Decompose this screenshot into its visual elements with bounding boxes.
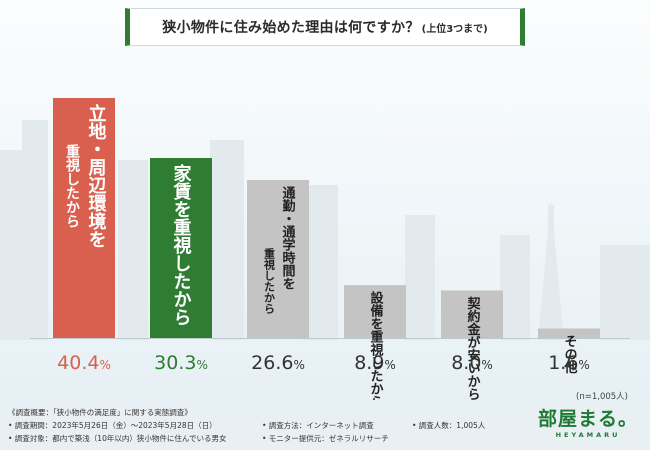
bar-2-value-unit: % xyxy=(196,358,207,372)
bar-6-label: その他 xyxy=(562,334,579,374)
logo-wordmark: 部屋まる。 xyxy=(537,408,638,430)
survey-footer: 《調査概要：「狭小物件の満足度」に関する実態調査》 • 調査期間：2023年5月… xyxy=(0,404,650,450)
brand-logo: 部屋まる。 HEYAMARU xyxy=(533,407,643,447)
bar-2-value: 30.3% xyxy=(154,352,208,374)
bar-1-value-unit: % xyxy=(99,358,110,372)
bar-4-value: 8.9% xyxy=(354,352,396,374)
bars-layer: 立地・周辺環境を重視したから40.4%家賃を重視したから30.3%通勤・通学時間… xyxy=(30,98,630,400)
bar-6-value: 1.6% xyxy=(548,352,590,374)
bar-2-label: 家賃を重視したから xyxy=(171,163,193,326)
bar-3-value-unit: % xyxy=(293,358,304,372)
bar-1-value-number: 40.4 xyxy=(57,352,99,374)
bar-3-sublabel: 重視したから xyxy=(263,247,277,314)
survey-target: • 調査対象：都内で築浅（10年以内）狭小物件に住んでいる男女 xyxy=(8,434,227,443)
logo-subtitle: HEYAMARU xyxy=(555,431,621,439)
survey-overview: 《調査概要：「狭小物件の満足度」に関する実態調査》 xyxy=(8,408,192,417)
bar-4 xyxy=(344,285,406,338)
bar-1 xyxy=(53,98,115,338)
bar-4-label: 設備を重視したから xyxy=(368,291,385,400)
bar-5-value-number: 8.0 xyxy=(451,352,481,374)
survey-method: • 調査方法：インターネット調査 xyxy=(262,421,374,430)
chart-title: 狭小物件に住み始めた理由は何ですか？ xyxy=(162,20,420,36)
bar-2-value-number: 30.3 xyxy=(154,352,196,374)
bar-3-value-number: 26.6 xyxy=(251,352,293,374)
chart-title-box: 狭小物件に住み始めた理由は何ですか？ (上位3つまで) xyxy=(125,8,525,46)
bar-5-value-unit: % xyxy=(481,358,492,372)
bar-4-value-unit: % xyxy=(384,358,395,372)
bar-5 xyxy=(441,290,503,338)
bar-5-value: 8.0% xyxy=(451,352,493,374)
bar-1-value: 40.4% xyxy=(57,352,111,374)
bar-3-label: 通勤・通学時間を xyxy=(280,185,296,290)
bar-3 xyxy=(247,179,309,338)
bar-1-label: 立地・周辺環境を xyxy=(86,103,107,248)
bar-6-value-number: 1.6 xyxy=(548,352,578,374)
survey-provider: • モニター提供元：ゼネラルリサーチ xyxy=(262,434,389,443)
survey-respondents: • 調査人数：1,005人 xyxy=(412,421,486,430)
bar-6-value-unit: % xyxy=(578,358,589,372)
chart-subtitle: (上位3つまで) xyxy=(421,23,488,35)
bar-chart: 立地・周辺環境を重視したから40.4%家賃を重視したから30.3%通勤・通学時間… xyxy=(0,98,650,400)
bar-5-label: 契約金が安いから xyxy=(465,296,482,400)
survey-period: • 調査期間：2023年5月26日（金）〜2023年5月28日（日） xyxy=(8,421,217,430)
bar-1-sublabel: 重視したから xyxy=(64,143,81,228)
bar-2 xyxy=(150,158,212,338)
bar-3-value: 26.6% xyxy=(251,352,305,374)
bar-4-value-number: 8.9 xyxy=(354,352,384,374)
bar-6 xyxy=(538,328,600,338)
sample-size-note: (n=1,005人) xyxy=(576,392,628,402)
